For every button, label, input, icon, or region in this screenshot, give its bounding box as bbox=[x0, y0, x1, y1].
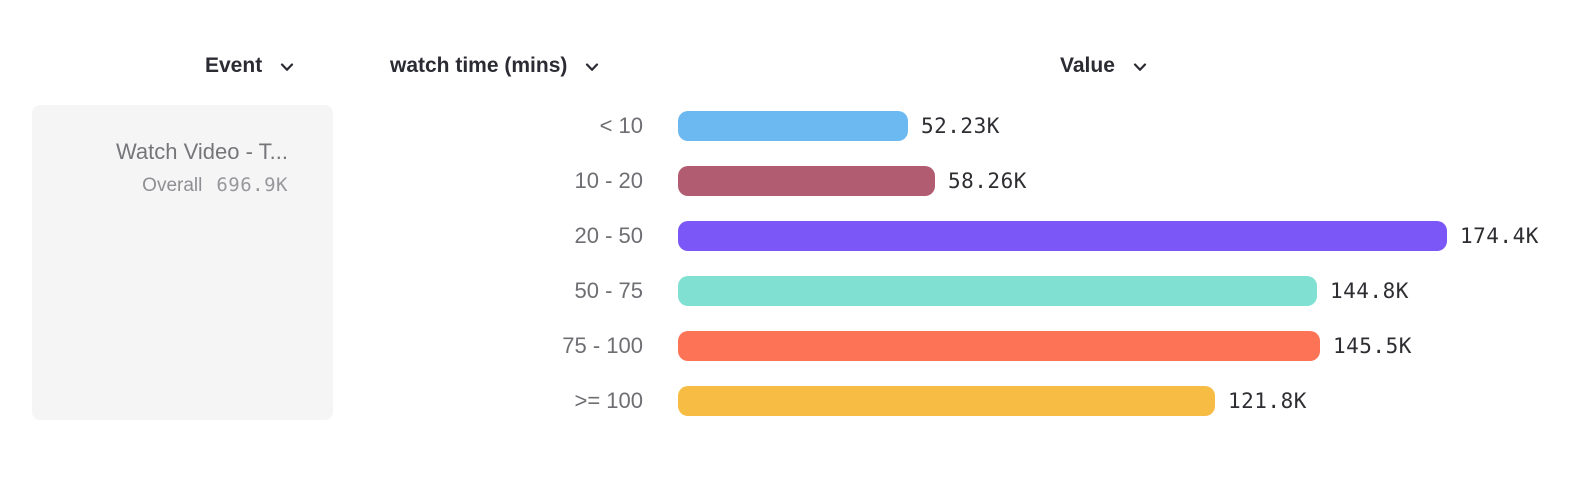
bar-row: 75 - 100 145.5K bbox=[0, 318, 1584, 373]
bar-track: 121.8K bbox=[678, 385, 1307, 416]
overall-label: Overall bbox=[142, 175, 203, 196]
bar-track: 145.5K bbox=[678, 330, 1412, 361]
chevron-down-icon bbox=[280, 63, 294, 72]
bar-chart: < 10 52.23K 10 - 20 58.26K 20 - 50 174.4… bbox=[0, 98, 1584, 428]
value-column-label: Value bbox=[1060, 54, 1115, 77]
bar-row: < 10 52.23K bbox=[0, 98, 1584, 153]
bar-track: 174.4K bbox=[678, 220, 1539, 251]
event-column-header[interactable]: Event bbox=[205, 53, 294, 79]
bar-track: 144.8K bbox=[678, 275, 1409, 306]
bar-value-label: 174.4K bbox=[1460, 223, 1539, 248]
bar-track: 52.23K bbox=[678, 110, 1000, 141]
bar-value-label: 144.8K bbox=[1330, 278, 1409, 303]
overall-value: 696.9K bbox=[216, 174, 288, 196]
bar[interactable] bbox=[678, 385, 1215, 416]
bar-row-label: 75 - 100 bbox=[562, 332, 643, 358]
event-legend-card[interactable]: Watch Video - T... Overall 696.9K bbox=[32, 105, 333, 420]
bar-value-label: 145.5K bbox=[1333, 333, 1412, 358]
bar[interactable] bbox=[678, 165, 935, 196]
event-column-label: Event bbox=[205, 54, 263, 77]
bar[interactable] bbox=[678, 330, 1320, 361]
bar[interactable] bbox=[678, 220, 1447, 251]
chevron-down-icon bbox=[1133, 63, 1147, 72]
event-name: Watch Video - T... bbox=[115, 139, 288, 164]
bar[interactable] bbox=[678, 110, 908, 141]
bar-row-label: >= 100 bbox=[574, 387, 643, 413]
bar-row: 10 - 20 58.26K bbox=[0, 153, 1584, 208]
event-overall-row: Overall 696.9K bbox=[142, 174, 288, 197]
bar-row: 20 - 50 174.4K bbox=[0, 208, 1584, 263]
bar-row-label: < 10 bbox=[599, 112, 643, 138]
bar-row: 50 - 75 144.8K bbox=[0, 263, 1584, 318]
bar-track: 58.26K bbox=[678, 165, 1027, 196]
bar-row: >= 100 121.8K bbox=[0, 373, 1584, 428]
bar-value-label: 58.26K bbox=[948, 168, 1027, 193]
bar-value-label: 121.8K bbox=[1228, 388, 1307, 413]
bar-value-label: 52.23K bbox=[921, 113, 1000, 138]
bar[interactable] bbox=[678, 275, 1317, 306]
bar-row-label: 20 - 50 bbox=[574, 222, 644, 248]
value-column-header[interactable]: Value bbox=[1060, 53, 1147, 79]
breakdown-column-header[interactable]: watch time (mins) bbox=[390, 53, 599, 79]
chevron-down-icon bbox=[585, 63, 599, 72]
breakdown-column-label: watch time (mins) bbox=[390, 54, 568, 77]
bar-row-label: 50 - 75 bbox=[574, 277, 644, 303]
bar-row-label: 10 - 20 bbox=[574, 167, 644, 193]
